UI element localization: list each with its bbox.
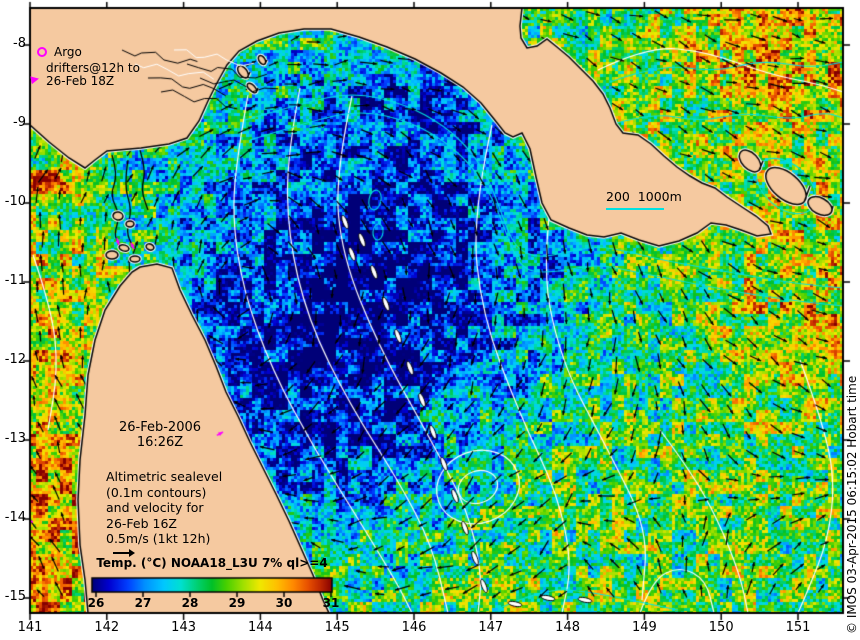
colorbar-tick-label: 31 <box>322 596 340 610</box>
x-tick-label: 148 <box>555 620 581 635</box>
y-tick-label: -15 <box>4 589 26 604</box>
colorbar-tick-label: 28 <box>181 596 199 610</box>
time-label: 16:26Z <box>136 435 184 450</box>
colorbar-tick-label: 29 <box>228 596 246 610</box>
x-tick-label: 142 <box>94 620 120 635</box>
date-label: 26-Feb-2006 <box>118 420 202 435</box>
annotation-line: 26-Feb 16Z <box>106 515 177 531</box>
x-tick-label: 151 <box>785 620 811 635</box>
annotation-line: 0.5m/s (1kt 12h) <box>106 531 211 546</box>
colorbar-tick-label: 30 <box>275 596 293 610</box>
y-tick-label: -13 <box>4 431 26 446</box>
x-tick-label: 150 <box>708 620 734 635</box>
colorbar-tick-label: 27 <box>134 596 152 610</box>
arrow-shaft <box>113 552 129 554</box>
argo-marker-icon <box>37 47 47 57</box>
y-tick-label: -8 <box>13 36 26 51</box>
velocity-scale-arrow-icon <box>113 549 139 557</box>
y-tick-label: -11 <box>4 273 26 288</box>
datetime-box: 26-Feb-2006 16:26Z <box>95 420 225 450</box>
x-tick-label: 146 <box>401 620 427 635</box>
arrow-head <box>129 549 139 557</box>
colorbar-title: Temp. (°C) NOAA18_L3U 7% ql>=4 <box>96 556 328 570</box>
x-tick-label: 144 <box>247 620 273 635</box>
x-tick-label: 145 <box>324 620 350 635</box>
credit-label: © IMOS 03-Apr-2015 06:15:02 Hobart time <box>845 375 859 634</box>
drifters-legend: drifters@12h to 26-Feb 18Z <box>46 62 140 88</box>
x-tick-label: 141 <box>17 620 43 635</box>
annotation-line: and velocity for <box>106 500 204 515</box>
y-tick-label: -10 <box>4 194 26 209</box>
y-tick-label: -12 <box>4 352 26 367</box>
x-tick-label: 147 <box>478 620 504 635</box>
x-tick-label: 143 <box>171 620 197 635</box>
argo-label: Argo <box>54 45 82 59</box>
colorbar-tick-label: 26 <box>87 596 105 610</box>
annotation-text: Altimetric sealevel (0.1m contours) and ve… <box>106 469 222 547</box>
y-tick-label: -14 <box>4 510 26 525</box>
drifters-label-line1: drifters@12h to <box>46 61 140 75</box>
y-tick-label: -9 <box>13 115 26 130</box>
isobath-label: 200 1000m <box>606 189 682 204</box>
annotation-line: Altimetric sealevel <box>106 469 223 484</box>
x-tick-label: 149 <box>631 620 657 635</box>
annotation-line: (0.1m contours) <box>106 484 207 500</box>
drifters-label-line2: 26-Feb 18Z <box>46 74 115 88</box>
isobath-line-icon <box>606 208 664 210</box>
